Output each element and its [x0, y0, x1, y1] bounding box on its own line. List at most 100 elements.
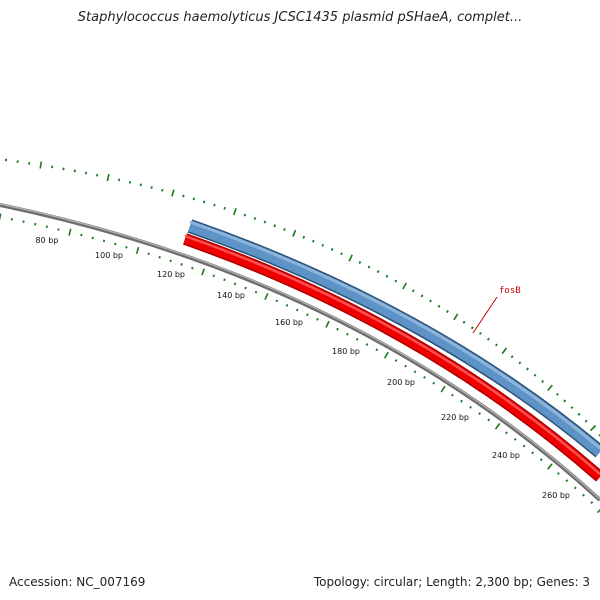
gene-label-leader — [472, 296, 498, 334]
topology-summary: Topology: circular; Length: 2,300 bp; Ge… — [313, 575, 590, 589]
bp-tick — [264, 292, 269, 301]
gc-tick-track — [4, 158, 600, 437]
bp-tick — [582, 493, 585, 497]
gc-tick — [283, 228, 286, 231]
gc-tick — [150, 186, 153, 189]
bp-tick — [557, 472, 560, 475]
gc-tick — [533, 373, 537, 377]
bp-tick — [147, 252, 150, 256]
bp-tick — [597, 508, 600, 514]
gc-tick — [84, 171, 88, 175]
gc-tick — [486, 337, 490, 341]
gc-tick — [376, 270, 380, 274]
bp-tick — [306, 313, 309, 317]
bp-tick — [440, 385, 446, 393]
bp-tick — [531, 451, 535, 455]
bp-tick — [0, 213, 2, 221]
gene-label-fosb[interactable]: fosB — [499, 286, 521, 296]
bp-tick — [102, 239, 106, 243]
bp-tick — [469, 405, 472, 409]
bp-tick — [404, 364, 407, 368]
bp-tick-label: 260 bp — [542, 491, 570, 500]
bp-tick — [375, 348, 379, 352]
gc-tick — [555, 392, 559, 396]
bp-tick — [233, 282, 237, 286]
gc-tick — [348, 254, 353, 262]
bp-tick — [34, 222, 37, 226]
bp-tick-label: 240 bp — [492, 451, 520, 460]
gc-tick — [213, 203, 216, 207]
bp-tick — [135, 246, 140, 255]
bp-tick-label: 140 bp — [217, 291, 245, 300]
map-title: Staphylococcus haemolyticus JCSC1435 pla… — [77, 10, 523, 25]
gc-tick — [577, 412, 581, 416]
gc-tick — [253, 217, 257, 220]
reverse-feature-arc[interactable] — [183, 234, 600, 481]
gc-tick — [311, 239, 315, 243]
bp-tick — [285, 304, 289, 307]
gc-tick — [243, 213, 247, 217]
gc-tick — [106, 173, 110, 182]
bp-tick — [423, 376, 426, 379]
bp-tick — [45, 225, 48, 229]
gc-tick — [598, 433, 600, 437]
accession-label: Accession: NC_007169 — [9, 575, 146, 589]
gc-tick — [446, 310, 449, 313]
gc-tick — [437, 304, 441, 308]
gc-tick — [321, 243, 325, 247]
gc-tick — [429, 299, 432, 303]
gc-tick — [39, 161, 43, 169]
gc-tick — [292, 229, 297, 237]
gc-tick — [118, 178, 121, 182]
bp-tick — [394, 359, 398, 362]
gc-tick — [570, 406, 574, 410]
gc-tick — [470, 326, 474, 330]
bp-tick — [346, 332, 349, 336]
bp-tick-track: 80 bp 100 bp 120 bp 140 bp 160 bp 180 bp 200 b… — [0, 213, 600, 514]
bp-tick — [547, 463, 553, 470]
bp-tick-label: 200 bp — [387, 378, 415, 387]
gc-tick — [233, 208, 237, 216]
bp-tick — [513, 437, 517, 441]
bp-tick — [494, 422, 501, 430]
bp-tick-label: 220 bp — [441, 413, 469, 422]
bp-tick — [125, 245, 128, 249]
bp-tick — [590, 501, 594, 504]
gc-tick — [584, 419, 588, 423]
bp-tick — [384, 351, 389, 359]
bp-tick — [522, 444, 526, 448]
bp-tick — [180, 263, 183, 266]
gc-tick — [478, 331, 482, 335]
bp-tick-label: 100 bp — [95, 251, 123, 260]
bp-tick — [316, 318, 319, 321]
gc-tick — [223, 206, 226, 210]
reverse-feature-outline[interactable] — [183, 233, 600, 482]
bp-tick — [355, 337, 359, 341]
gc-tick — [202, 200, 206, 204]
gc-tick — [462, 320, 466, 324]
bp-tick — [539, 458, 543, 462]
gc-tick — [563, 399, 567, 403]
gc-tick — [394, 279, 398, 283]
bp-tick-label: 180 bp — [332, 347, 360, 356]
gc-tick — [402, 282, 407, 290]
bp-tick — [487, 418, 491, 422]
bp-tick — [169, 259, 172, 263]
bp-tick — [275, 299, 279, 303]
reverse-feature-highlight — [184, 234, 600, 475]
gc-tick — [525, 367, 529, 371]
gc-tick — [302, 235, 306, 239]
bp-tick — [244, 286, 247, 290]
bp-tick — [460, 399, 463, 403]
gc-tick — [367, 265, 371, 269]
forward-feature-arc[interactable] — [188, 220, 600, 457]
gc-tick — [385, 274, 389, 278]
bp-tick — [478, 412, 482, 416]
bp-tick-label: 80 bp — [36, 236, 59, 245]
gc-tick — [411, 289, 415, 293]
bp-tick — [57, 228, 60, 231]
backbone-arc — [0, 203, 600, 502]
bp-tick-label: 120 bp — [157, 270, 185, 279]
gc-tick — [501, 347, 508, 355]
